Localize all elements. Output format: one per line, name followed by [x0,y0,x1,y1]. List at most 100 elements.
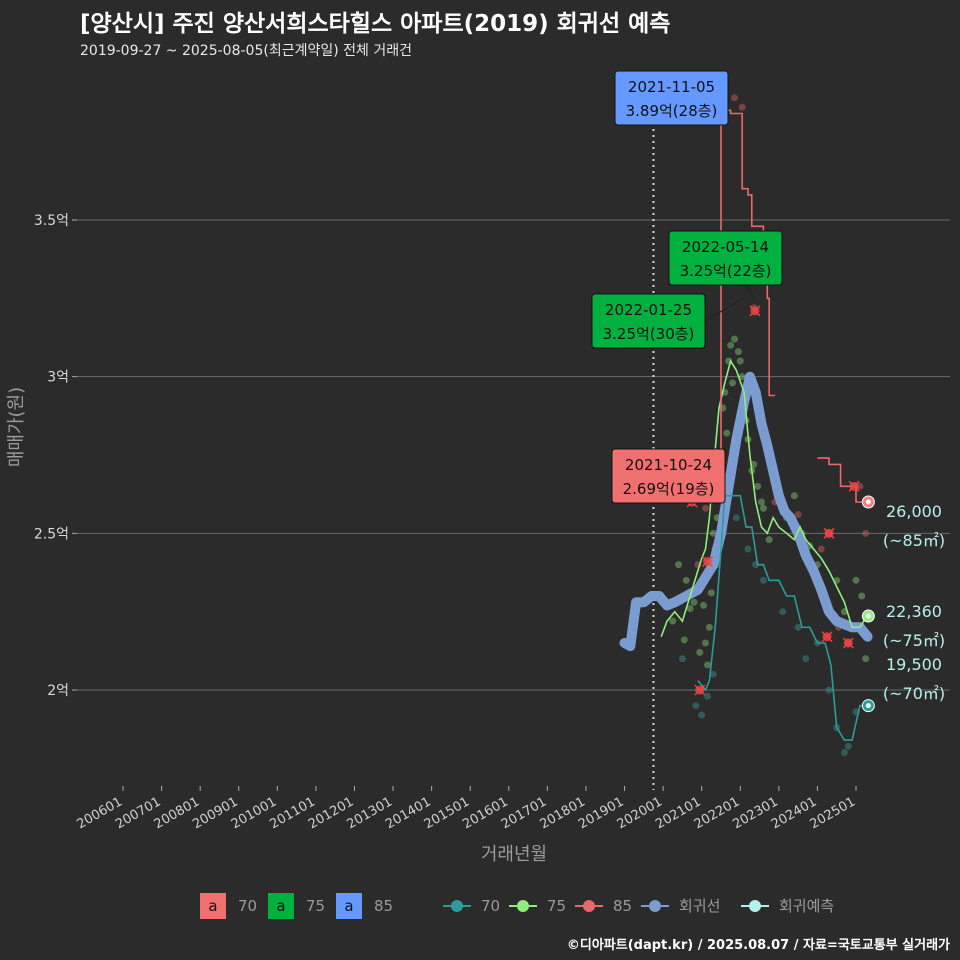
scatter-point-75 [736,357,744,365]
scatter-point-70 [794,623,802,631]
legend-label: 85 [374,897,393,915]
scatter-point-75 [754,482,762,490]
annotation-box [668,230,783,286]
legend: a 70 a 75 a 85 70 75 85 회귀선 회귀예측 [200,893,834,919]
endpoint-center [865,703,871,709]
scatter-point-70 [840,749,848,757]
scatter-point-70 [744,545,752,553]
scatter-point-85 [794,511,802,519]
annotation-price: 3.25억(22층) [680,262,772,280]
annotation-price: 3.25억(30층) [603,325,695,343]
legend-swatch-85 [336,893,362,919]
annotation-leader [704,297,744,322]
legend-label: 70 [238,897,257,915]
highlight-marker [694,684,706,696]
x-icon [842,637,854,649]
endpoint-center [865,499,871,505]
scatter-point-70 [779,608,787,616]
scatter-point-75 [675,561,683,569]
x-axis-title: 거래년월 [481,844,547,865]
scatter-point-75 [862,655,870,663]
scatter-point-85 [817,545,825,553]
annotation-price: 3.89억(28층) [626,102,718,120]
legend-swatch-key: a [276,897,285,915]
legend-marker [749,900,761,912]
scatter-point-75 [727,341,735,349]
scatter-point-75 [730,335,738,343]
scatter-point-75 [852,576,860,584]
legend-swatch-70 [200,893,226,919]
legend-swatch-key: a [344,897,353,915]
annotation-box [611,448,726,504]
y-tick-label: 3.5억 [34,213,69,229]
x-icon [848,480,860,492]
scatter-point-75 [700,601,708,609]
scatter-point-75 [680,636,688,644]
legend-marker [517,900,529,912]
legend-marker [583,900,595,912]
regression-line [619,371,873,652]
legend-label: 70 [481,897,500,915]
series-line-70 [697,494,868,741]
scatter-point-70 [678,655,686,663]
scatter-point-75 [757,498,765,506]
scatter-point-75 [738,373,746,381]
annotation-date: 2021-11-05 [628,78,715,96]
y-tick-label: 3억 [47,370,69,386]
chart-title: [양산시] 주진 양산서희스타힐스 아파트(2019) 회귀선 예측 [80,11,671,37]
legend-label: 회귀예측 [779,897,834,915]
label-layer: 26,000 (~85㎡) 22,360 (~75㎡) 19,500 (~70㎡) 2021… [591,70,945,703]
highlight-marker [842,637,854,649]
series-line-85 [817,457,868,503]
endpoint-value-label: 19,500 [886,655,942,674]
annotation-price: 2.69억(19층) [623,480,715,498]
scatter-point-75 [696,648,704,656]
scatter-point-70 [703,692,711,700]
scatter-point-75 [705,623,713,631]
scatter-point-70 [732,514,740,522]
scatter-point-75 [723,429,731,437]
endpoint-area-label: (~70㎡) [883,684,945,703]
x-icon [749,305,761,317]
scatter-point-75 [686,605,694,613]
chart-subtitle: 2019-09-27 ~ 2025-08-05(최근계약일) 전체 거래건 [80,43,412,59]
scatter-point-75 [690,598,698,606]
scatter-point-75 [669,617,677,625]
scatter-point-70 [692,702,700,710]
scatter-point-70 [802,655,810,663]
y-tick-label: 2.5억 [34,526,69,542]
scatter-point-70 [844,742,852,750]
annotation-date: 2022-05-14 [682,238,769,256]
scatter-point-75 [702,639,710,647]
scatter-point-75 [707,589,715,597]
scatter-point-75 [703,661,711,669]
y-tick-label: 2억 [47,683,69,699]
scatter-point-85 [738,103,746,111]
endpoint-value-label: 22,360 [886,602,942,621]
scatter-point-75 [682,576,690,584]
legend-swatch-75 [268,893,294,919]
x-icon [701,556,714,568]
endpoint-area-label: (~75㎡) [883,631,945,650]
source-footer: ©디아파트(dapt.kr) / 2025.08.07 / 자료=국토교통부 실… [566,938,950,953]
legend-swatch-key: a [208,897,217,915]
highlight-marker [848,480,860,492]
scatter-point-85 [730,94,738,102]
scatter-point-85 [862,529,870,537]
highlight-marker [823,527,835,539]
legend-label: 75 [306,897,325,915]
scatter-point-85 [702,504,710,512]
scatter-point-75 [729,379,737,387]
scatter-point-75 [765,536,773,544]
scatter-point-75 [790,492,798,500]
x-icon [823,527,835,539]
annotation-box [614,70,729,126]
annotation-leader [744,284,755,299]
annotation-date: 2021-10-24 [625,456,712,474]
y-axis-title: 매매가(원) [6,387,27,467]
scatter-point-70 [759,576,767,584]
scatter-point-75 [858,592,866,600]
highlight-marker [821,631,833,643]
legend-label: 회귀선 [679,897,720,915]
